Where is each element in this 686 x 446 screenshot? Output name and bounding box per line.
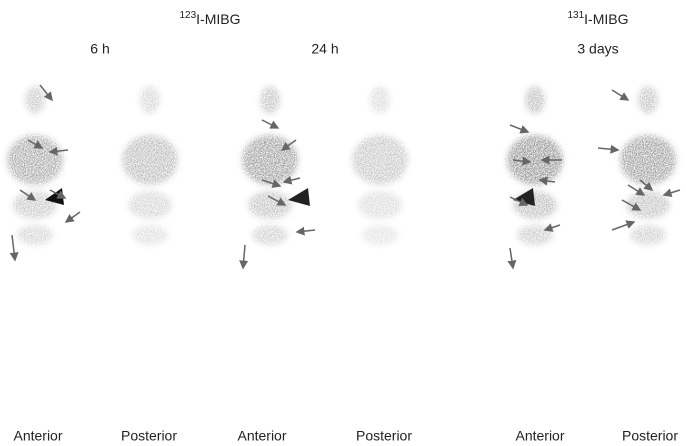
arrow — [280, 139, 297, 151]
arrow — [49, 189, 67, 199]
arrow — [267, 195, 287, 206]
arrow — [295, 226, 316, 236]
arrow — [261, 119, 280, 129]
arrow — [509, 196, 529, 206]
tracer-name: I-MIBG — [584, 11, 628, 27]
arrow — [597, 144, 620, 154]
tracer-title: 131I-MIBG — [567, 10, 628, 27]
arrow — [282, 175, 301, 185]
arrow — [611, 89, 630, 101]
body-scan — [352, 86, 408, 245]
view-label: Anterior — [13, 428, 62, 444]
arrow — [39, 84, 53, 102]
time-label: 6 h — [90, 41, 109, 57]
arrow — [509, 124, 530, 134]
hot-spot — [288, 188, 310, 206]
arrow — [9, 234, 19, 262]
body-scan — [122, 86, 178, 245]
arrow — [621, 199, 642, 211]
tracer-title: 123I-MIBG — [179, 10, 240, 27]
arrow — [27, 139, 44, 149]
body-scan — [507, 86, 563, 245]
view-label: Anterior — [237, 428, 286, 444]
arrow — [538, 176, 556, 186]
mass-number: 131 — [567, 10, 584, 21]
arrow — [627, 184, 646, 196]
arrow — [543, 223, 561, 232]
mass-number: 123 — [179, 10, 196, 21]
arrow — [611, 220, 636, 231]
arrow — [48, 146, 69, 156]
arrow — [261, 179, 282, 188]
tracer-name: I-MIBG — [196, 11, 240, 27]
arrow — [662, 188, 681, 198]
time-label: 3 days — [577, 41, 618, 57]
arrow — [507, 247, 517, 270]
scan-images — [7, 84, 681, 270]
body-scan — [620, 86, 676, 245]
body-scan — [242, 86, 298, 245]
view-label: Posterior — [622, 428, 678, 444]
arrow — [512, 156, 532, 166]
arrow — [639, 179, 654, 191]
body-scan — [7, 86, 63, 245]
view-label: Posterior — [121, 428, 177, 444]
view-label: Posterior — [356, 428, 412, 444]
arrow — [239, 244, 249, 270]
arrow — [64, 211, 81, 223]
arrow — [19, 189, 37, 201]
view-label: Anterior — [515, 428, 564, 444]
time-label: 24 h — [311, 41, 338, 57]
